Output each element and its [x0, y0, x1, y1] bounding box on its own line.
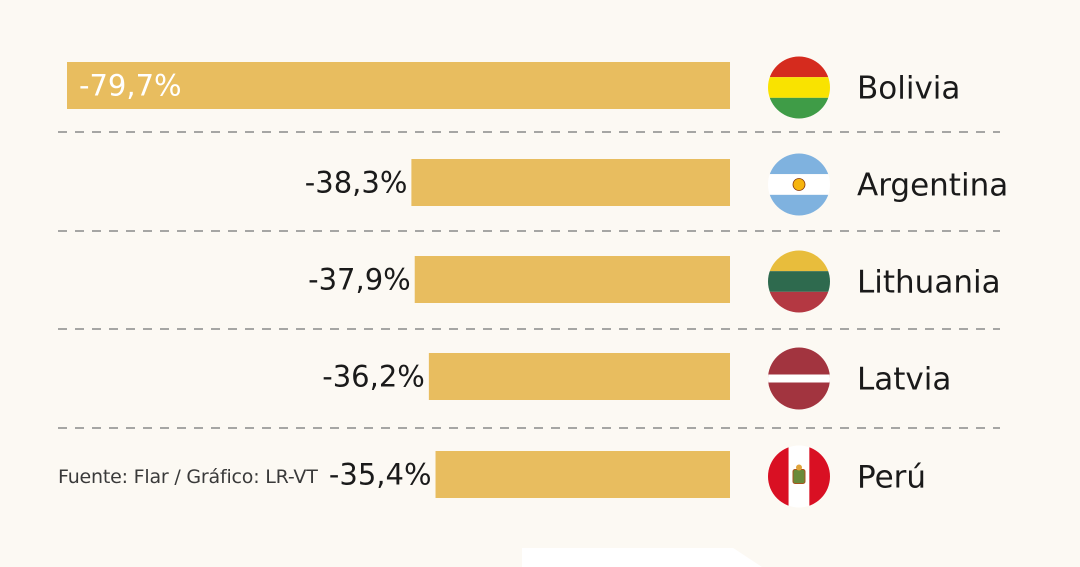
data-label: -37,9%	[308, 263, 411, 297]
bar	[435, 451, 730, 498]
argentina-flag-icon	[768, 153, 830, 216]
data-label: -36,2%	[322, 360, 425, 394]
bar	[411, 159, 730, 206]
bar	[428, 353, 730, 400]
category-label: Latvia	[857, 362, 951, 398]
data-label: -35,4%	[329, 458, 432, 492]
category-label: Lithuania	[857, 265, 1001, 301]
data-label: -38,3%	[305, 166, 408, 200]
bolivia-flag-icon	[768, 56, 830, 119]
data-label: -79,7%	[79, 69, 182, 103]
category-label: Argentina	[857, 168, 1008, 204]
bar	[67, 62, 730, 109]
lithuania-flag-icon	[768, 250, 830, 313]
peru-flag-icon	[768, 445, 830, 508]
category-label: Perú	[857, 460, 926, 496]
latvia-flag-icon	[768, 347, 830, 410]
category-label: Bolivia	[857, 71, 960, 107]
decorative-shape	[522, 548, 762, 567]
source-note: Fuente: Flar / Gráfico: LR-VT	[58, 466, 318, 488]
bar	[414, 256, 730, 303]
